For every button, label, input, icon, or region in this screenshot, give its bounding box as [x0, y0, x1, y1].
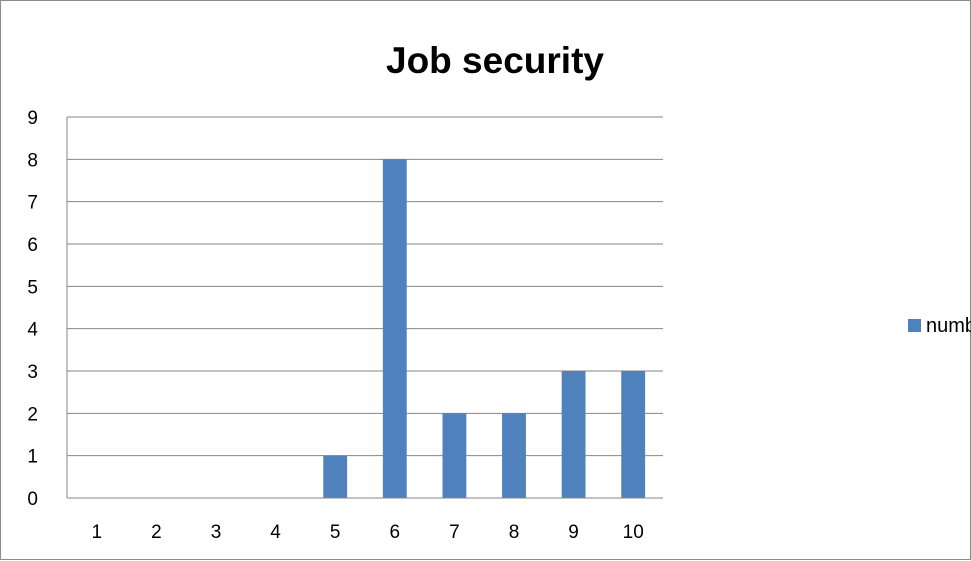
x-tick-label: 5 — [330, 522, 341, 543]
bars — [323, 159, 646, 499]
x-tick-label: 9 — [568, 522, 579, 543]
y-tick-label: 9 — [27, 108, 38, 129]
legend-label: number of responses — [926, 315, 971, 337]
y-tick-label: 0 — [27, 489, 38, 510]
y-tick-label: 1 — [27, 447, 38, 468]
x-tick-labels: 1 2 3 4 5 6 7 8 9 10 — [92, 522, 644, 543]
bar-8 — [502, 413, 526, 498]
x-tick-label: 4 — [270, 522, 281, 543]
axes — [66, 117, 663, 499]
x-tick-label: 3 — [211, 522, 222, 543]
bar-10 — [621, 371, 646, 498]
y-tick-label: 5 — [27, 277, 38, 298]
y-tick-label: 2 — [27, 404, 38, 425]
bar-6 — [382, 159, 407, 499]
y-tick-label: 4 — [27, 320, 38, 341]
y-tick-label: 7 — [27, 193, 38, 214]
y-tick-label: 3 — [27, 362, 38, 383]
y-tick-label: 6 — [27, 235, 38, 256]
gridlines — [67, 116, 663, 457]
chart-title: Job security — [386, 40, 604, 81]
x-tick-label: 1 — [92, 522, 103, 543]
bar-5 — [323, 455, 348, 498]
bar-7 — [442, 413, 467, 498]
legend-swatch — [908, 319, 921, 332]
x-tick-label: 8 — [509, 522, 520, 543]
x-tick-label: 6 — [390, 522, 401, 543]
x-tick-label: 10 — [623, 522, 644, 543]
y-tick-labels: 0 1 2 3 4 5 6 7 8 9 — [27, 108, 38, 510]
x-tick-label: 7 — [449, 522, 460, 543]
x-tick-label: 2 — [151, 522, 162, 543]
bar-9 — [561, 371, 586, 498]
legend: number of responses — [908, 315, 971, 337]
y-tick-label: 8 — [27, 150, 38, 171]
